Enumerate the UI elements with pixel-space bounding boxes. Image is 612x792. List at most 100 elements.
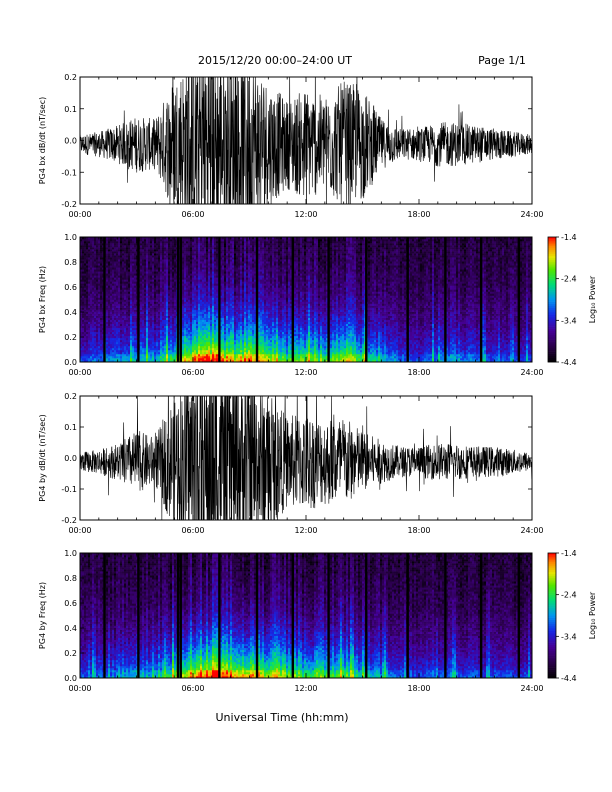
heatmap-cell (116, 261, 119, 264)
heatmap-cell (88, 341, 91, 345)
heatmap-cell (238, 349, 241, 353)
heatmap-cell (210, 241, 213, 244)
heatmap-cell (144, 341, 147, 345)
heatmap-cell (144, 281, 147, 284)
heatmap-cell (106, 281, 109, 284)
heatmap-cell (166, 343, 169, 347)
heatmap-cell (112, 355, 115, 359)
heatmap-cell (126, 355, 129, 359)
heatmap-cell (98, 241, 101, 244)
heatmap-cell (230, 249, 233, 252)
heatmap-cell (112, 337, 115, 341)
heatmap-cell (220, 339, 223, 343)
heatmap-cell (96, 283, 99, 286)
y-tick-label: 0.1 (64, 105, 77, 114)
heatmap-cell (112, 303, 115, 306)
heatmap-cell (202, 253, 205, 256)
heatmap-cell (106, 243, 109, 246)
heatmap-cell (172, 239, 175, 242)
heatmap-cell (108, 345, 111, 349)
heatmap-cell (144, 313, 147, 316)
heatmap-cell (152, 287, 155, 290)
heatmap-cell (94, 275, 97, 278)
heatmap-cell (224, 285, 227, 288)
heatmap-cell (134, 309, 137, 312)
heatmap-cell (124, 323, 127, 327)
heatmap-cell (208, 297, 211, 300)
heatmap-cell (202, 317, 205, 320)
heatmap-cell (196, 275, 199, 278)
heatmap-cell (108, 309, 111, 312)
heatmap-cell (190, 287, 193, 290)
heatmap-cell (112, 277, 115, 280)
heatmap-cell (128, 325, 131, 329)
heatmap-cell (230, 241, 233, 244)
heatmap-cell (100, 273, 103, 276)
heatmap-cell (230, 267, 233, 270)
heatmap-cell (148, 301, 151, 304)
heatmap-cell (124, 289, 127, 292)
heatmap-cell (110, 293, 113, 296)
heatmap-cell (216, 267, 219, 270)
heatmap-cell (124, 349, 127, 353)
x-tick-label: 00:00 (68, 210, 91, 219)
heatmap-cell (226, 355, 229, 359)
heatmap-cell (174, 331, 177, 335)
heatmap-cell (202, 335, 205, 339)
heatmap-cell (100, 355, 103, 359)
heatmap-cell (146, 259, 149, 262)
heatmap-cell (122, 335, 125, 339)
heatmap-cell (170, 265, 173, 268)
heatmap-cell (222, 241, 225, 244)
heatmap-cell (192, 325, 195, 329)
heatmap-cell (158, 359, 161, 362)
heatmap-cell (114, 351, 117, 355)
heatmap-cell (230, 333, 233, 337)
heatmap-cell (196, 295, 199, 298)
heatmap-cell (122, 313, 125, 316)
heatmap-cell (108, 313, 111, 316)
heatmap-cell (136, 311, 139, 314)
heatmap-cell (106, 333, 109, 337)
heatmap-cell (132, 303, 135, 306)
heatmap-cell (196, 267, 199, 270)
heatmap-cell (86, 315, 89, 318)
heatmap-cell (86, 331, 89, 335)
heatmap-cell (226, 345, 229, 349)
heatmap-cell (212, 247, 215, 250)
heatmap-cell (82, 271, 85, 274)
heatmap-cell (158, 349, 161, 353)
heatmap-cell (96, 353, 99, 357)
heatmap-cell (212, 259, 215, 262)
heatmap-cell (100, 325, 103, 329)
heatmap-cell (122, 279, 125, 282)
heatmap-cell (158, 323, 161, 327)
heatmap-cell (166, 351, 169, 355)
heatmap-cell (204, 347, 207, 351)
heatmap-cell (216, 255, 219, 258)
heatmap-cell (140, 339, 143, 343)
heatmap-cell (152, 251, 155, 254)
heatmap-cell (112, 311, 115, 314)
heatmap-cell (208, 341, 211, 345)
heatmap-cell (84, 251, 87, 254)
heatmap-cell (204, 305, 207, 308)
heatmap-cell (186, 259, 189, 262)
heatmap-cell (142, 343, 145, 347)
heatmap-cell (230, 331, 233, 335)
heatmap-cell (216, 325, 219, 329)
heatmap-cell (206, 331, 209, 335)
heatmap-cell (154, 281, 157, 284)
heatmap-cell (118, 357, 121, 361)
heatmap-cell (130, 345, 133, 349)
heatmap-cell (86, 271, 89, 274)
heatmap-cell (212, 267, 215, 270)
heatmap-cell (124, 293, 127, 296)
heatmap-cell (96, 267, 99, 270)
heatmap-cell (202, 247, 205, 250)
heatmap-cell (114, 259, 117, 262)
heatmap-cell (124, 249, 127, 252)
heatmap-cell (88, 277, 91, 280)
heatmap-cell (194, 271, 197, 274)
heatmap-cell (116, 299, 119, 302)
